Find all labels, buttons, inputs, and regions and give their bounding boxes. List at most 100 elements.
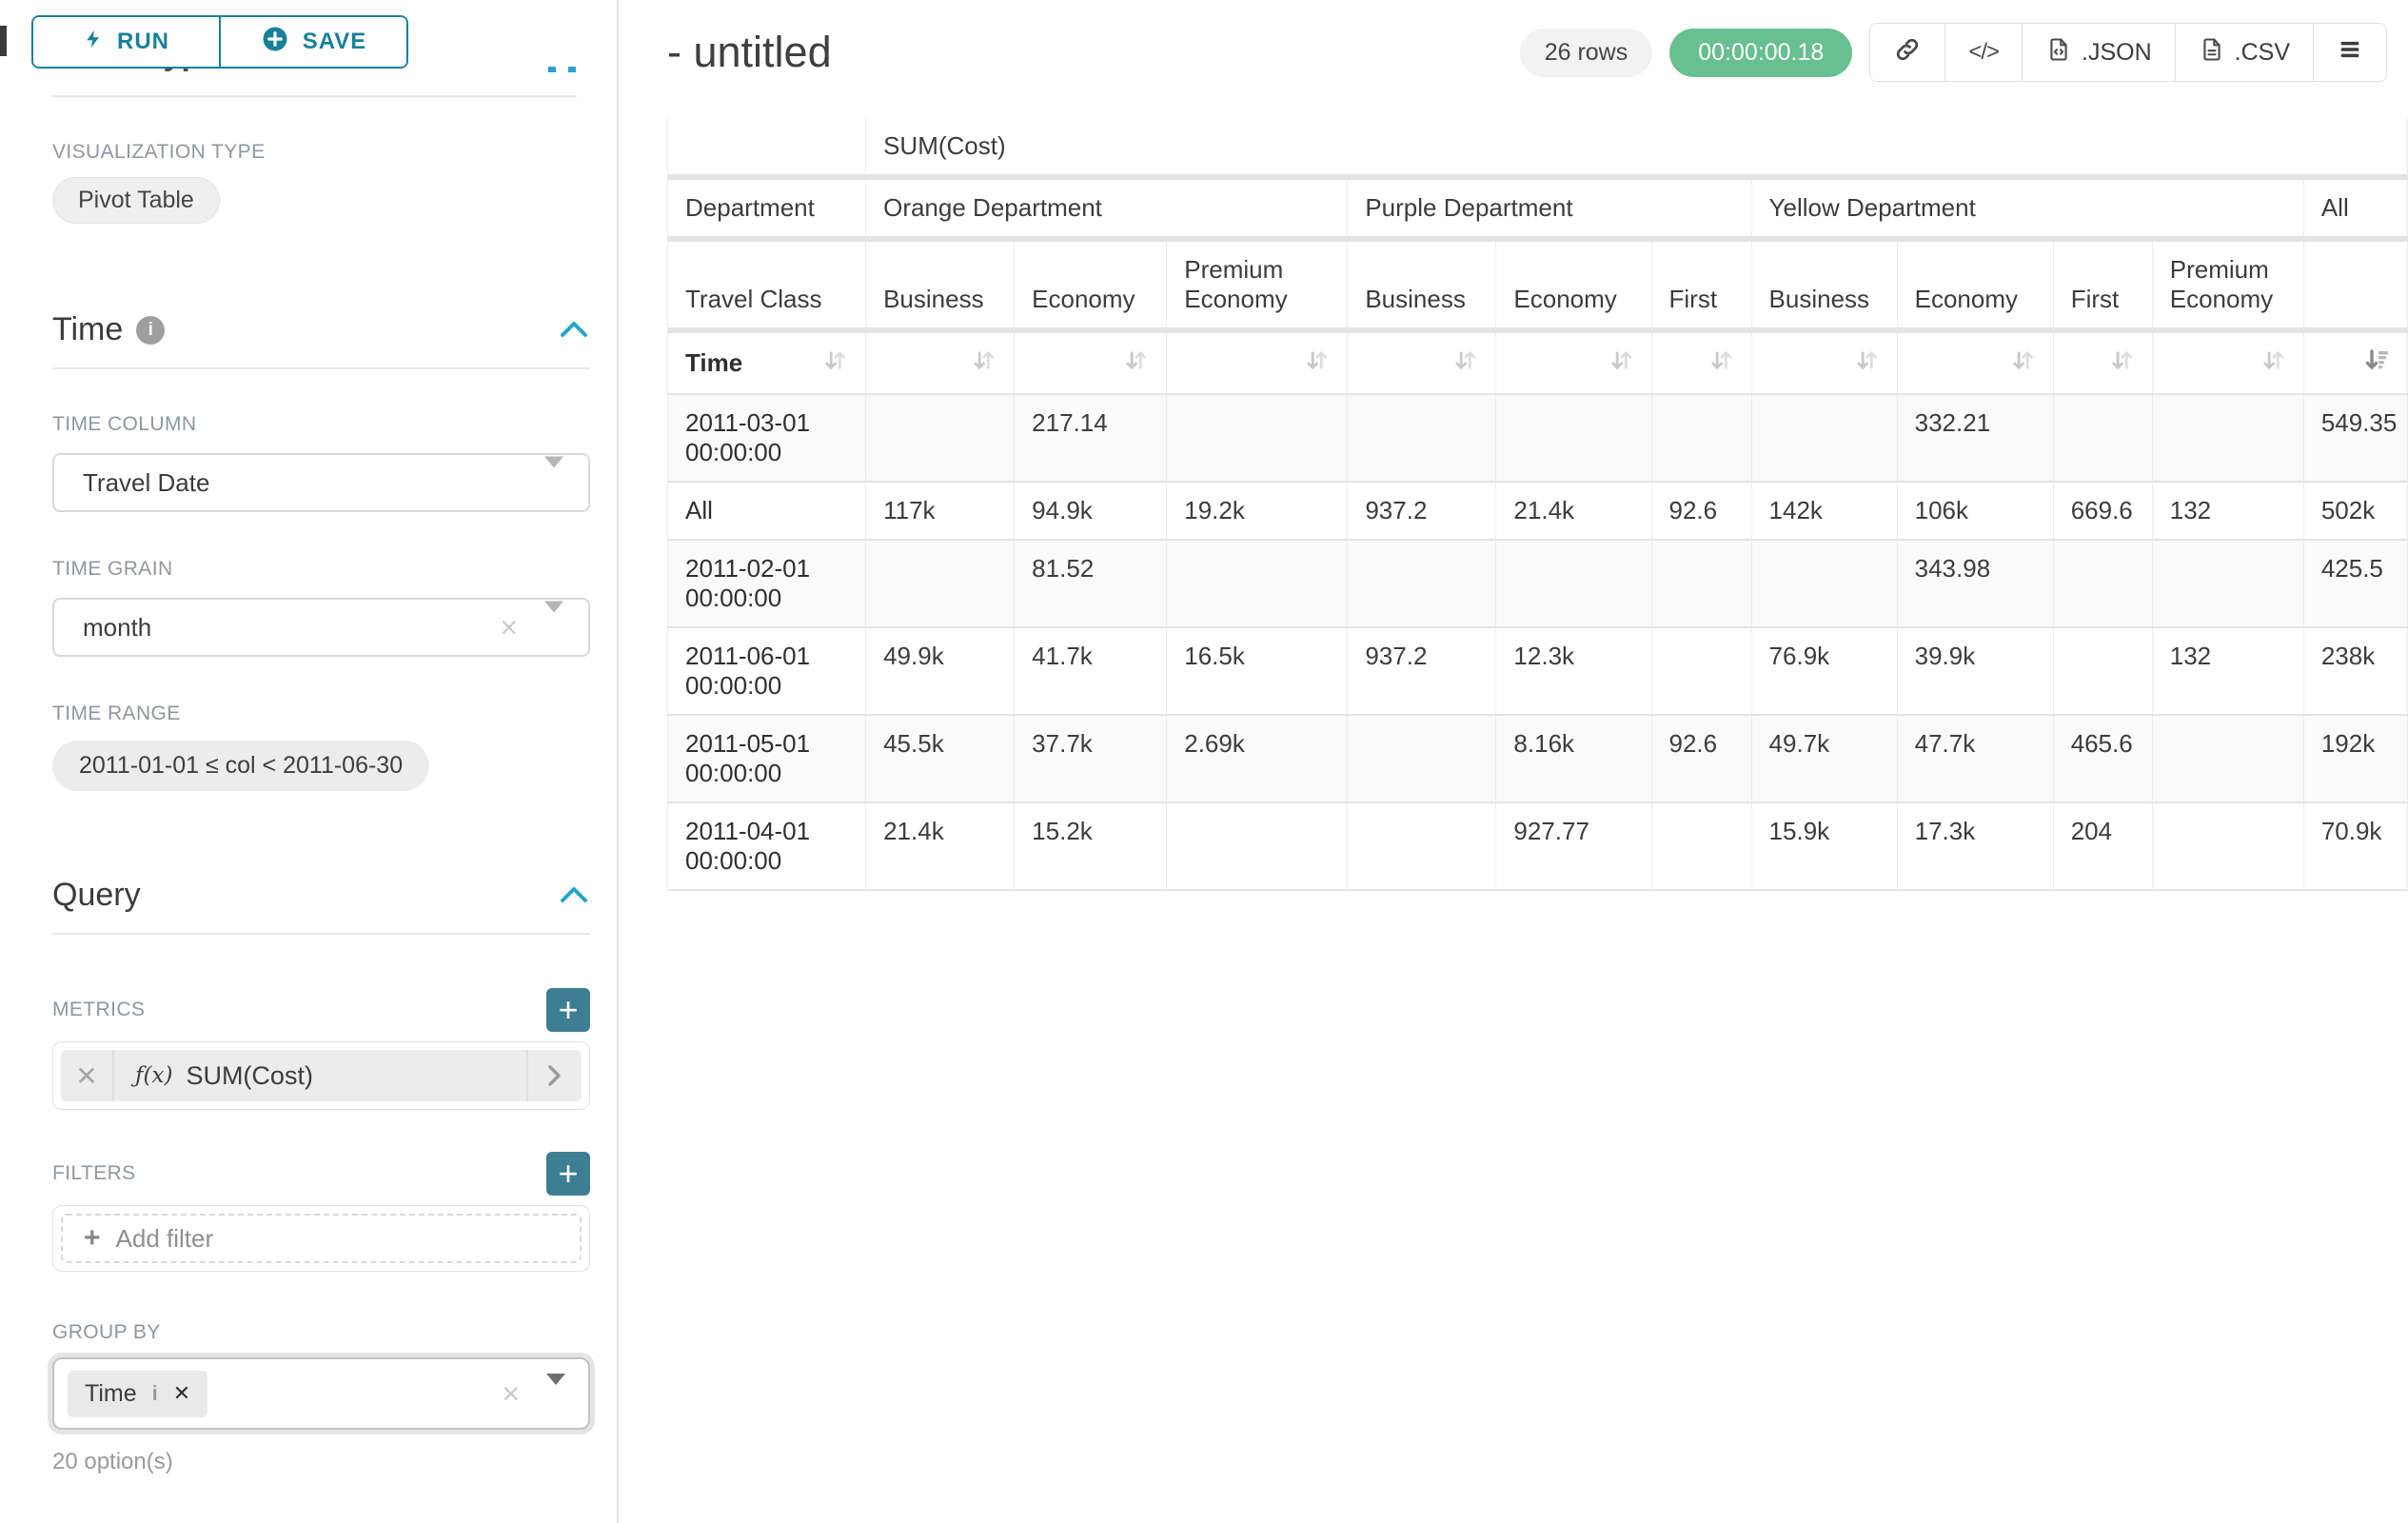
- value-cell: [2054, 541, 2153, 628]
- remove-tag-icon[interactable]: ✕: [173, 1381, 190, 1406]
- value-cell: [2153, 716, 2304, 803]
- remove-metric-icon[interactable]: ✕: [61, 1050, 114, 1101]
- row-label-cell: 2011-02-01 00:00:00: [667, 541, 866, 628]
- value-cell: [1496, 395, 1651, 483]
- group-by-label: GROUP BY: [52, 1321, 590, 1344]
- chevron-up-icon[interactable]: [558, 311, 590, 348]
- pivot-corner-cell: [667, 118, 866, 180]
- column-sort-cell[interactable]: [2153, 333, 2304, 395]
- export-json-button[interactable]: .JSON: [2022, 24, 2175, 81]
- visualization-type-label: VISUALIZATION TYPE: [52, 141, 590, 164]
- group-by-select[interactable]: Time i ✕ ×: [52, 1357, 590, 1430]
- class-header-cell: Premium Economy: [2153, 242, 2304, 333]
- value-cell: 343.98: [1898, 541, 2054, 628]
- value-cell: [1348, 541, 1496, 628]
- time-column-select[interactable]: Travel Date: [52, 453, 590, 512]
- control-panel-sidebar: Chart Type RUN SAVE VISUALIZATION TYPE P…: [0, 0, 619, 1523]
- chevron-right-icon[interactable]: [528, 1050, 582, 1101]
- time-range-pill[interactable]: 2011-01-01 ≤ col < 2011-06-30: [52, 741, 429, 791]
- sort-icon[interactable]: [2010, 347, 2036, 380]
- caret-down-icon: [546, 1385, 565, 1402]
- column-sort-cell[interactable]: [1652, 333, 1752, 395]
- plus-circle-icon: [261, 25, 289, 60]
- table-row: 2011-05-01 00:00:0045.5k37.7k2.69k8.16k9…: [667, 716, 2408, 803]
- class-header-cell: First: [1652, 242, 1752, 333]
- table-row: 2011-02-01 00:00:0081.52343.98425.5: [667, 541, 2408, 628]
- sort-icon[interactable]: [2109, 347, 2135, 380]
- row-label-cell: 2011-05-01 00:00:00: [667, 716, 866, 803]
- chevron-up-icon[interactable]: [558, 877, 590, 914]
- column-sort-cell[interactable]: [2304, 333, 2408, 395]
- value-cell: 41.7k: [1015, 628, 1167, 716]
- visualization-type-pill[interactable]: Pivot Table: [52, 177, 220, 224]
- sort-icon[interactable]: [1304, 347, 1330, 380]
- value-cell: [866, 541, 1015, 628]
- sort-icon[interactable]: [971, 347, 997, 380]
- column-sort-cell[interactable]: [1752, 333, 1898, 395]
- value-cell: 49.7k: [1752, 716, 1898, 803]
- table-row: 2011-06-01 00:00:0049.9k41.7k16.5k937.21…: [667, 628, 2408, 716]
- sort-icon[interactable]: [1854, 347, 1880, 380]
- explore-page: Chart Type RUN SAVE VISUALIZATION TYPE P…: [0, 0, 2408, 1523]
- add-filter-dropzone[interactable]: + Add filter: [61, 1214, 582, 1263]
- sort-icon[interactable]: [1609, 347, 1634, 380]
- value-cell: 12.3k: [1496, 628, 1651, 716]
- metric-pill[interactable]: ✕ ƒ(x) SUM(Cost): [61, 1050, 582, 1101]
- value-cell: [1752, 541, 1898, 628]
- sort-icon[interactable]: [1123, 347, 1149, 380]
- value-cell: 39.9k: [1898, 628, 2054, 716]
- sort-desc-icon[interactable]: [2363, 346, 2390, 380]
- value-cell: 425.5: [2304, 541, 2408, 628]
- column-sort-cell[interactable]: [1898, 333, 2054, 395]
- sort-icon[interactable]: [1452, 347, 1478, 380]
- function-icon: ƒ(x): [135, 1063, 172, 1088]
- value-cell: 21.4k: [1496, 483, 1651, 541]
- run-button[interactable]: RUN: [33, 17, 219, 67]
- add-filter-button[interactable]: +: [546, 1152, 590, 1196]
- value-cell: [1496, 541, 1651, 628]
- group-header-cell: Purple Department: [1348, 180, 1751, 242]
- menu-button[interactable]: [2313, 24, 2386, 81]
- row-axis-label[interactable]: Time: [667, 333, 866, 395]
- value-cell: 192k: [2304, 716, 2408, 803]
- sort-icon[interactable]: [1708, 347, 1734, 380]
- value-cell: 21.4k: [866, 803, 1015, 891]
- time-grain-select[interactable]: month ×: [52, 598, 590, 657]
- query-timer-badge: 00:00:00.18: [1669, 29, 1852, 77]
- link-icon: [1893, 35, 1922, 70]
- value-cell: 17.3k: [1898, 803, 2054, 891]
- divider: [52, 367, 590, 369]
- copy-link-button[interactable]: [1870, 24, 1944, 81]
- sort-icon[interactable]: [2260, 347, 2286, 380]
- class-header-cell: Business: [1348, 242, 1496, 333]
- clear-icon[interactable]: ×: [502, 1378, 520, 1409]
- time-section-header[interactable]: Time i: [52, 311, 590, 348]
- value-cell: 47.7k: [1898, 716, 2054, 803]
- export-csv-button[interactable]: .CSV: [2175, 24, 2313, 81]
- value-cell: 465.6: [2054, 716, 2153, 803]
- group-by-tag[interactable]: Time i ✕: [68, 1371, 207, 1417]
- row-label-cell: 2011-04-01 00:00:00: [667, 803, 866, 891]
- view-query-button[interactable]: </>: [1944, 24, 2022, 81]
- value-cell: [1652, 541, 1752, 628]
- metric-body[interactable]: ƒ(x) SUM(Cost): [114, 1050, 528, 1101]
- column-sort-cell[interactable]: [1348, 333, 1496, 395]
- value-cell: [1167, 803, 1348, 891]
- sort-icon[interactable]: [822, 347, 848, 380]
- column-sort-cell[interactable]: [1496, 333, 1651, 395]
- query-section-header[interactable]: Query: [52, 877, 590, 914]
- column-sort-cell[interactable]: [1015, 333, 1167, 395]
- column-sort-cell[interactable]: [1167, 333, 1348, 395]
- value-cell: 937.2: [1348, 483, 1496, 541]
- save-button[interactable]: SAVE: [219, 17, 406, 67]
- column-sort-cell[interactable]: [866, 333, 1015, 395]
- time-grain-label: TIME GRAIN: [52, 558, 590, 581]
- chart-title[interactable]: - untitled: [667, 28, 832, 77]
- value-cell: 2.69k: [1167, 716, 1348, 803]
- value-cell: 49.9k: [866, 628, 1015, 716]
- column-sort-cell[interactable]: [2054, 333, 2153, 395]
- add-metric-button[interactable]: +: [546, 988, 590, 1032]
- run-button-label: RUN: [117, 29, 169, 55]
- value-cell: [2054, 628, 2153, 716]
- clear-icon[interactable]: ×: [500, 612, 518, 643]
